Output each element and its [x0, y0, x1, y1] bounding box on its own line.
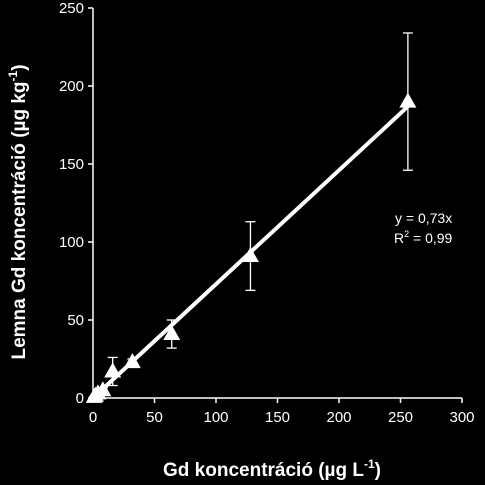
y-axis-title-end: ) — [9, 64, 30, 70]
y-tick-label-200: 200 — [59, 78, 84, 95]
y-axis-title: Lemna Gd koncentráció (µg kg-1) — [6, 64, 30, 359]
x-axis-title-end: ) — [375, 460, 381, 481]
r-squared-prefix: R — [394, 230, 404, 246]
y-axis-title-superscript: -1 — [6, 70, 20, 81]
y-tick-label-0: 0 — [76, 390, 84, 407]
y-ticks: 0 50 100 150 200 250 — [59, 0, 93, 407]
y-tick-label-250: 250 — [59, 0, 84, 17]
x-axis-title: Gd koncentráció (µg L-1) — [163, 457, 381, 481]
x-ticks: 0 50 100 150 200 250 300 — [89, 398, 475, 426]
data-point-triangle — [94, 381, 112, 397]
y-tick-label-100: 100 — [59, 234, 84, 251]
data-point-triangle — [163, 325, 181, 341]
y-tick-label-50: 50 — [67, 312, 84, 329]
x-tick-label-300: 300 — [449, 409, 474, 426]
x-tick-label-200: 200 — [326, 409, 351, 426]
data-point-triangle — [123, 353, 141, 369]
y-axis-title-main: Lemna Gd koncentráció (µg kg — [9, 81, 30, 359]
data-point-triangle — [104, 362, 122, 378]
data-points-layer — [85, 32, 417, 403]
x-tick-label-0: 0 — [89, 409, 97, 426]
x-tick-label-150: 150 — [265, 409, 290, 426]
y-tick-label-150: 150 — [59, 156, 84, 173]
data-point-triangle — [241, 247, 259, 263]
x-axis-title-superscript: -1 — [364, 457, 375, 471]
x-tick-label-100: 100 — [203, 409, 228, 426]
data-point-triangle — [399, 92, 417, 108]
x-axis-title-main: Gd koncentráció (µg L — [163, 460, 364, 481]
equation-label: y = 0,73x — [395, 210, 452, 226]
r-squared-suffix: = 0,99 — [409, 230, 452, 246]
r-squared-superscript: 2 — [404, 229, 409, 239]
x-tick-label-250: 250 — [388, 409, 413, 426]
r-squared-label: R2 = 0,99 — [394, 229, 453, 246]
x-tick-label-50: 50 — [146, 409, 163, 426]
